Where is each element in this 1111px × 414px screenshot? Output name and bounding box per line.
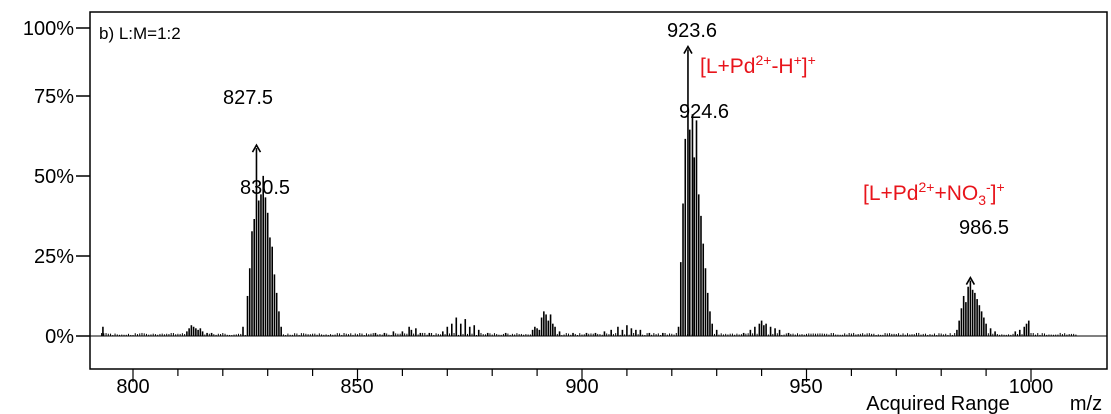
x-tick-label: 1000 [1009,376,1054,398]
peak-label-923-6: 923.6 [667,20,717,42]
x-tick-label: 950 [789,376,822,398]
annotation-sup: 2+ [918,179,934,195]
y-tick-label: 75% [34,86,74,108]
annotation-sup: 2+ [755,52,771,68]
x-axis-label: m/z [1070,393,1102,414]
peak-lines [101,49,1077,336]
peak-apex-marker [251,143,262,153]
y-tick-label: 25% [34,246,74,268]
annotation-deprotonated-complex: [L+Pd2+-H+]+ [700,52,816,78]
annotation-part: ] [991,182,997,205]
plot-frame [89,11,1108,370]
x-tick-label: 900 [565,376,598,398]
y-tick-label: 50% [34,166,74,188]
annotation-part: -H [771,55,793,78]
annotation-sup: + [794,52,802,68]
annotation-sub: 3 [978,192,986,208]
peak-label-830-5: 830.5 [240,177,290,199]
y-tick-label: 0% [45,326,74,348]
annotation-part: ] [802,55,808,78]
peak-markers [251,44,976,285]
annotation-nitrate-complex: [L+Pd2++NO3-]+ [863,179,1005,208]
y-tick-label: 100% [23,18,74,40]
annotation-sup: + [997,179,1005,195]
annotation-sup: + [808,52,816,68]
acquired-range-label: Acquired Range [866,393,1009,414]
annotation-sup: - [986,179,991,195]
peak-label-924-6: 924.6 [679,101,729,123]
annotation-part: +NO [934,182,978,205]
x-tick-label: 850 [340,376,373,398]
panel-label: b) L:M=1:2 [99,24,181,43]
peak-apex-marker [965,275,976,285]
annotation-part: [L+Pd [863,182,918,205]
peak-label-827-5: 827.5 [223,87,273,109]
peak-label-986-5: 986.5 [959,217,1009,239]
x-axis [132,369,1032,382]
annotation-part: [L+Pd [700,55,755,78]
peak-apex-marker [683,44,693,54]
y-axis: 0% 25% 50% 75% 100% [23,18,90,348]
x-tick-label: 800 [116,376,149,398]
